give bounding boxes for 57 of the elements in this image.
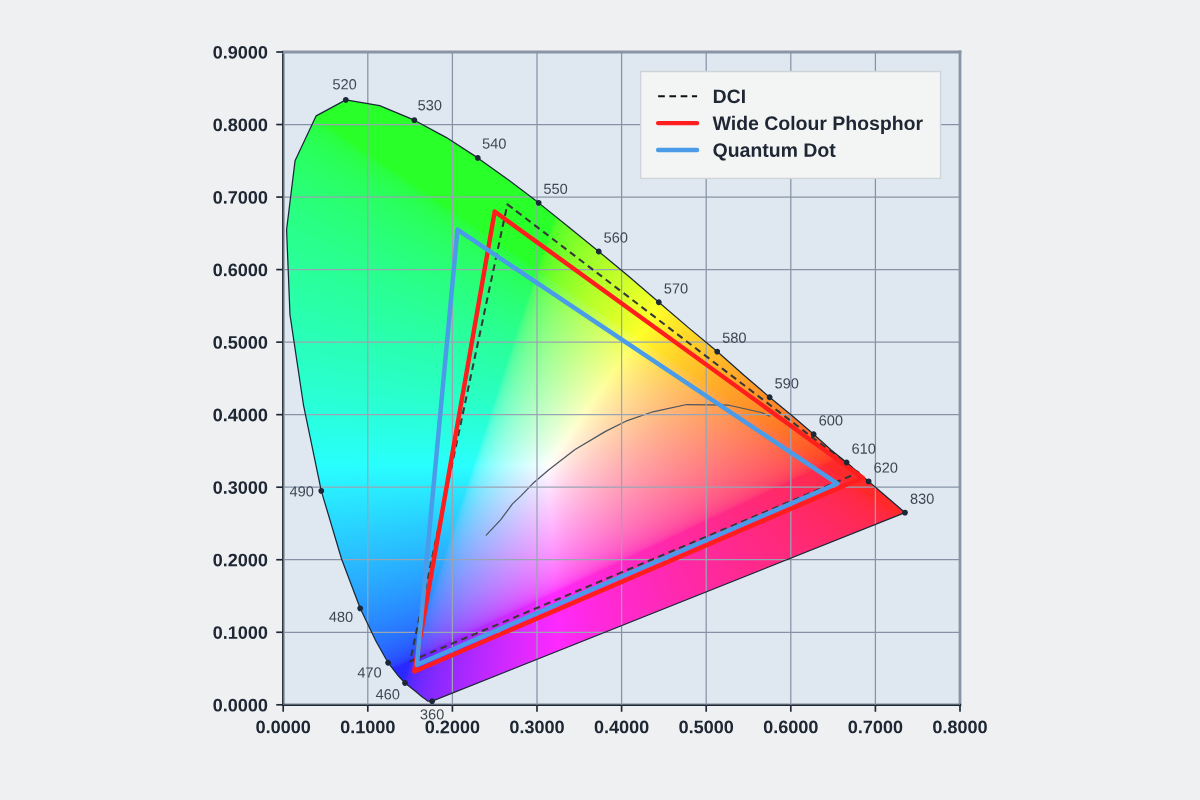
x-tick-label: 0.5000 xyxy=(679,720,734,734)
annotation: 530 xyxy=(418,100,442,111)
x-tick-label: 0.4000 xyxy=(594,720,649,734)
point xyxy=(535,199,542,206)
annotation: 560 xyxy=(604,232,628,243)
point xyxy=(714,348,721,355)
point xyxy=(402,680,408,686)
point xyxy=(318,487,325,494)
x-tick-label: 0.6000 xyxy=(763,720,818,734)
annotation: 830 xyxy=(910,493,934,504)
point xyxy=(865,478,872,485)
annotation: 590 xyxy=(775,378,799,389)
annotation: 480 xyxy=(329,611,353,622)
point xyxy=(357,605,364,612)
y-tick-label: 0.0000 xyxy=(213,698,268,712)
annotation: 580 xyxy=(722,332,746,343)
annotation: 620 xyxy=(874,462,898,473)
y-tick-label: 0.4000 xyxy=(213,408,268,422)
annotation: 490 xyxy=(289,486,314,497)
annotation: 600 xyxy=(819,415,843,426)
annotation: 610 xyxy=(852,443,876,454)
annotation: 360 xyxy=(420,709,444,720)
annotation: 550 xyxy=(543,183,568,194)
point xyxy=(474,154,481,161)
annotation: 470 xyxy=(357,667,382,678)
point xyxy=(595,248,602,255)
point xyxy=(902,509,908,516)
x-tick-label: 0.2000 xyxy=(425,720,480,734)
y-tick-label: 0.2000 xyxy=(213,553,268,567)
point xyxy=(411,117,418,124)
y-tick-label: 0.5000 xyxy=(213,336,268,349)
line-series xyxy=(485,403,771,536)
x-tick-label: 0.3000 xyxy=(510,720,564,734)
point xyxy=(810,431,817,438)
legend-label: Wide Colour Phosphor xyxy=(712,115,923,134)
point xyxy=(843,459,850,466)
x-tick-label: 0.7000 xyxy=(848,720,903,734)
x-tick-label: 0.0000 xyxy=(256,720,311,734)
x-tick-label: 0.8000 xyxy=(933,720,987,734)
point xyxy=(655,299,662,306)
y-tick-label: 0.7000 xyxy=(213,191,268,204)
point xyxy=(385,659,392,666)
point xyxy=(766,394,773,401)
x-tick-label: 0.1000 xyxy=(340,720,395,734)
y-tick-label: 0.3000 xyxy=(213,481,268,494)
y-tick-label: 0.1000 xyxy=(213,626,268,639)
annotation: 540 xyxy=(482,138,506,149)
y-tick-label: 0.8000 xyxy=(213,118,268,132)
annotation: 570 xyxy=(664,283,688,294)
annotation: 520 xyxy=(333,79,357,90)
legend-label: Quantum Dot xyxy=(713,143,836,161)
legend-label: DCI xyxy=(713,89,745,104)
y-tick-label: 0.6000 xyxy=(213,263,268,277)
y-tick-label: 0.9000 xyxy=(213,45,268,59)
annotation: 460 xyxy=(375,689,400,700)
point xyxy=(429,698,436,705)
point xyxy=(342,96,349,103)
